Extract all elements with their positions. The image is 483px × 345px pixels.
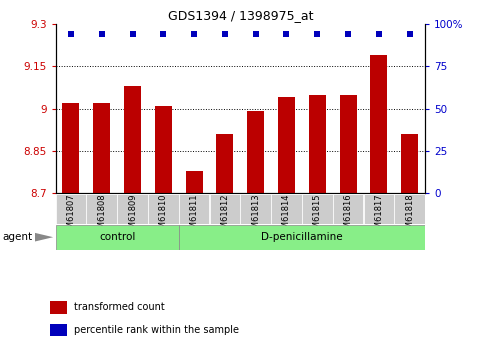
Bar: [309, 95, 326, 193]
Bar: [50, 301, 67, 314]
Point: [128, 31, 136, 37]
Text: GSM61812: GSM61812: [220, 194, 229, 239]
Text: GSM61808: GSM61808: [97, 194, 106, 239]
Bar: [56, 194, 86, 224]
Bar: [302, 194, 332, 224]
Bar: [117, 194, 148, 224]
Point: [190, 31, 198, 37]
Text: GSM61807: GSM61807: [67, 194, 75, 239]
Bar: [216, 134, 233, 193]
Bar: [185, 171, 202, 193]
Bar: [401, 134, 418, 193]
Text: control: control: [99, 232, 135, 242]
Polygon shape: [35, 233, 53, 242]
Bar: [179, 225, 425, 250]
Bar: [364, 194, 394, 224]
Bar: [333, 194, 363, 224]
Bar: [62, 103, 79, 193]
Point: [98, 31, 106, 37]
Point: [283, 31, 290, 37]
Text: GSM61811: GSM61811: [190, 194, 199, 239]
Bar: [241, 194, 271, 224]
Point: [313, 31, 321, 37]
Text: GSM61813: GSM61813: [251, 194, 260, 239]
Point: [406, 31, 413, 37]
Bar: [278, 97, 295, 193]
Bar: [395, 194, 425, 224]
Text: GSM61816: GSM61816: [343, 194, 353, 239]
Text: agent: agent: [2, 232, 32, 242]
Bar: [155, 106, 172, 193]
Point: [159, 31, 167, 37]
Text: percentile rank within the sample: percentile rank within the sample: [74, 325, 239, 335]
Text: GSM61817: GSM61817: [374, 194, 384, 239]
Text: GSM61815: GSM61815: [313, 194, 322, 239]
Bar: [50, 324, 67, 336]
Point: [375, 31, 383, 37]
Bar: [56, 225, 179, 250]
Bar: [370, 55, 387, 193]
Bar: [271, 194, 302, 224]
Text: D-penicillamine: D-penicillamine: [261, 232, 342, 242]
Point: [67, 31, 75, 37]
Text: GSM61814: GSM61814: [282, 194, 291, 239]
Bar: [86, 194, 117, 224]
Bar: [210, 194, 240, 224]
Bar: [93, 103, 110, 193]
Point: [221, 31, 229, 37]
Text: GSM61818: GSM61818: [405, 194, 414, 239]
Text: GSM61809: GSM61809: [128, 194, 137, 239]
Bar: [148, 194, 179, 224]
Bar: [340, 95, 356, 193]
Bar: [179, 194, 209, 224]
Point: [344, 31, 352, 37]
Bar: [247, 111, 264, 193]
Text: GSM61810: GSM61810: [159, 194, 168, 239]
Bar: [124, 86, 141, 193]
Title: GDS1394 / 1398975_at: GDS1394 / 1398975_at: [168, 9, 313, 22]
Text: transformed count: transformed count: [74, 303, 165, 313]
Point: [252, 31, 259, 37]
